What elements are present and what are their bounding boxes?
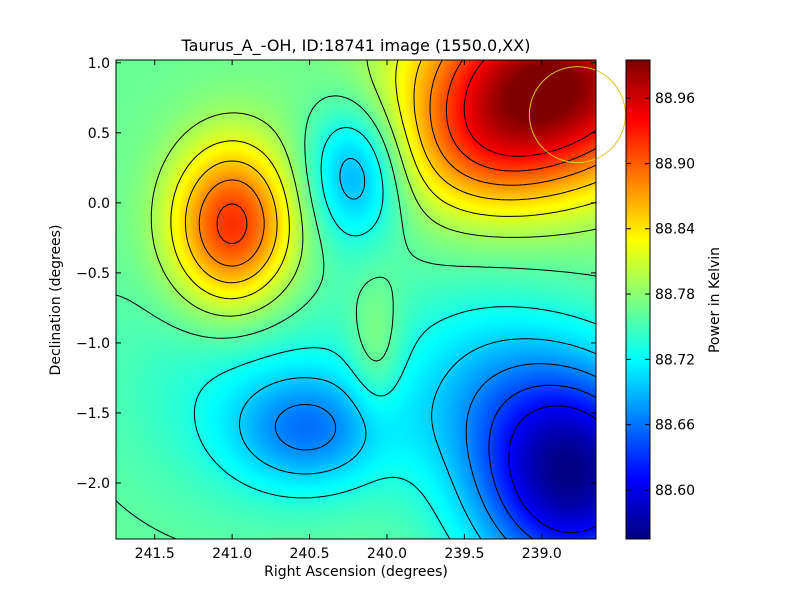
x-tick-label: 239.5: [444, 546, 484, 562]
plot-frame: [115, 59, 597, 540]
x-tick-label: 240.0: [367, 546, 407, 562]
y-axis: 1.0 0.5 0.0 −0.5 −1.0 −1.5 −2.0: [76, 56, 596, 492]
colorbar-gradient: [626, 60, 650, 539]
contour-line: [184, 59, 597, 284]
x-tick-label: 239.0: [522, 546, 562, 562]
contour-line: [193, 127, 597, 540]
colorbar-ticks: 88.60 88.66 88.72 88.78 88.84 88.90 88.96: [626, 91, 695, 499]
contour-lines: [115, 59, 597, 540]
colorbar-tick-label: 88.90: [655, 156, 695, 172]
contour-line: [463, 59, 597, 157]
colorbar: 88.60 88.66 88.72 88.78 88.84 88.90 88.96 Powe…: [625, 59, 723, 540]
contour-line: [198, 59, 597, 267]
colorbar-frame: [625, 59, 651, 540]
colorbar-label: Power in Kelvin: [707, 247, 723, 353]
y-tick-label: −0.5: [76, 266, 110, 282]
colorbar-tick-label: 88.72: [655, 352, 695, 368]
x-tick-label: 241.0: [212, 546, 252, 562]
colorbar-tick-label: 88.60: [655, 483, 695, 499]
contour-line: [274, 363, 597, 540]
y-tick-label: −1.5: [76, 406, 110, 422]
y-tick-label: 0.5: [88, 126, 110, 142]
plot-area: [115, 59, 626, 540]
x-axis: 241.5 241.0 240.5 240.0 239.5 239.0: [135, 60, 562, 562]
y-tick-label: −1.0: [76, 336, 110, 352]
contour-line: [170, 59, 597, 300]
colorbar-tick-label: 88.84: [655, 222, 695, 238]
beam-circle-marker: [528, 66, 626, 164]
heatmap-image: [116, 60, 596, 539]
contour-line: [150, 59, 597, 317]
y-tick-label: −2.0: [76, 476, 110, 492]
colorbar-tick-label: 88.96: [655, 91, 695, 107]
colorbar-tick-label: 88.78: [655, 287, 695, 303]
y-tick-label: 1.0: [88, 56, 110, 72]
chart-title: Taurus_A_-OH, ID:18741 image (1550.0,XX): [181, 36, 531, 56]
x-tick-label: 241.5: [135, 546, 175, 562]
colorbar-tick-label: 88.66: [655, 418, 695, 434]
contour-line: [115, 95, 597, 540]
contour-line: [488, 384, 597, 540]
contour-line: [508, 405, 597, 533]
x-axis-label: Right Ascension (degrees): [264, 564, 448, 580]
y-tick-label: 0.0: [88, 196, 110, 212]
y-axis-label: Declination (degrees): [48, 225, 64, 376]
contour-line: [216, 59, 597, 245]
x-tick-label: 240.5: [290, 546, 330, 562]
contour-line: [239, 158, 597, 540]
